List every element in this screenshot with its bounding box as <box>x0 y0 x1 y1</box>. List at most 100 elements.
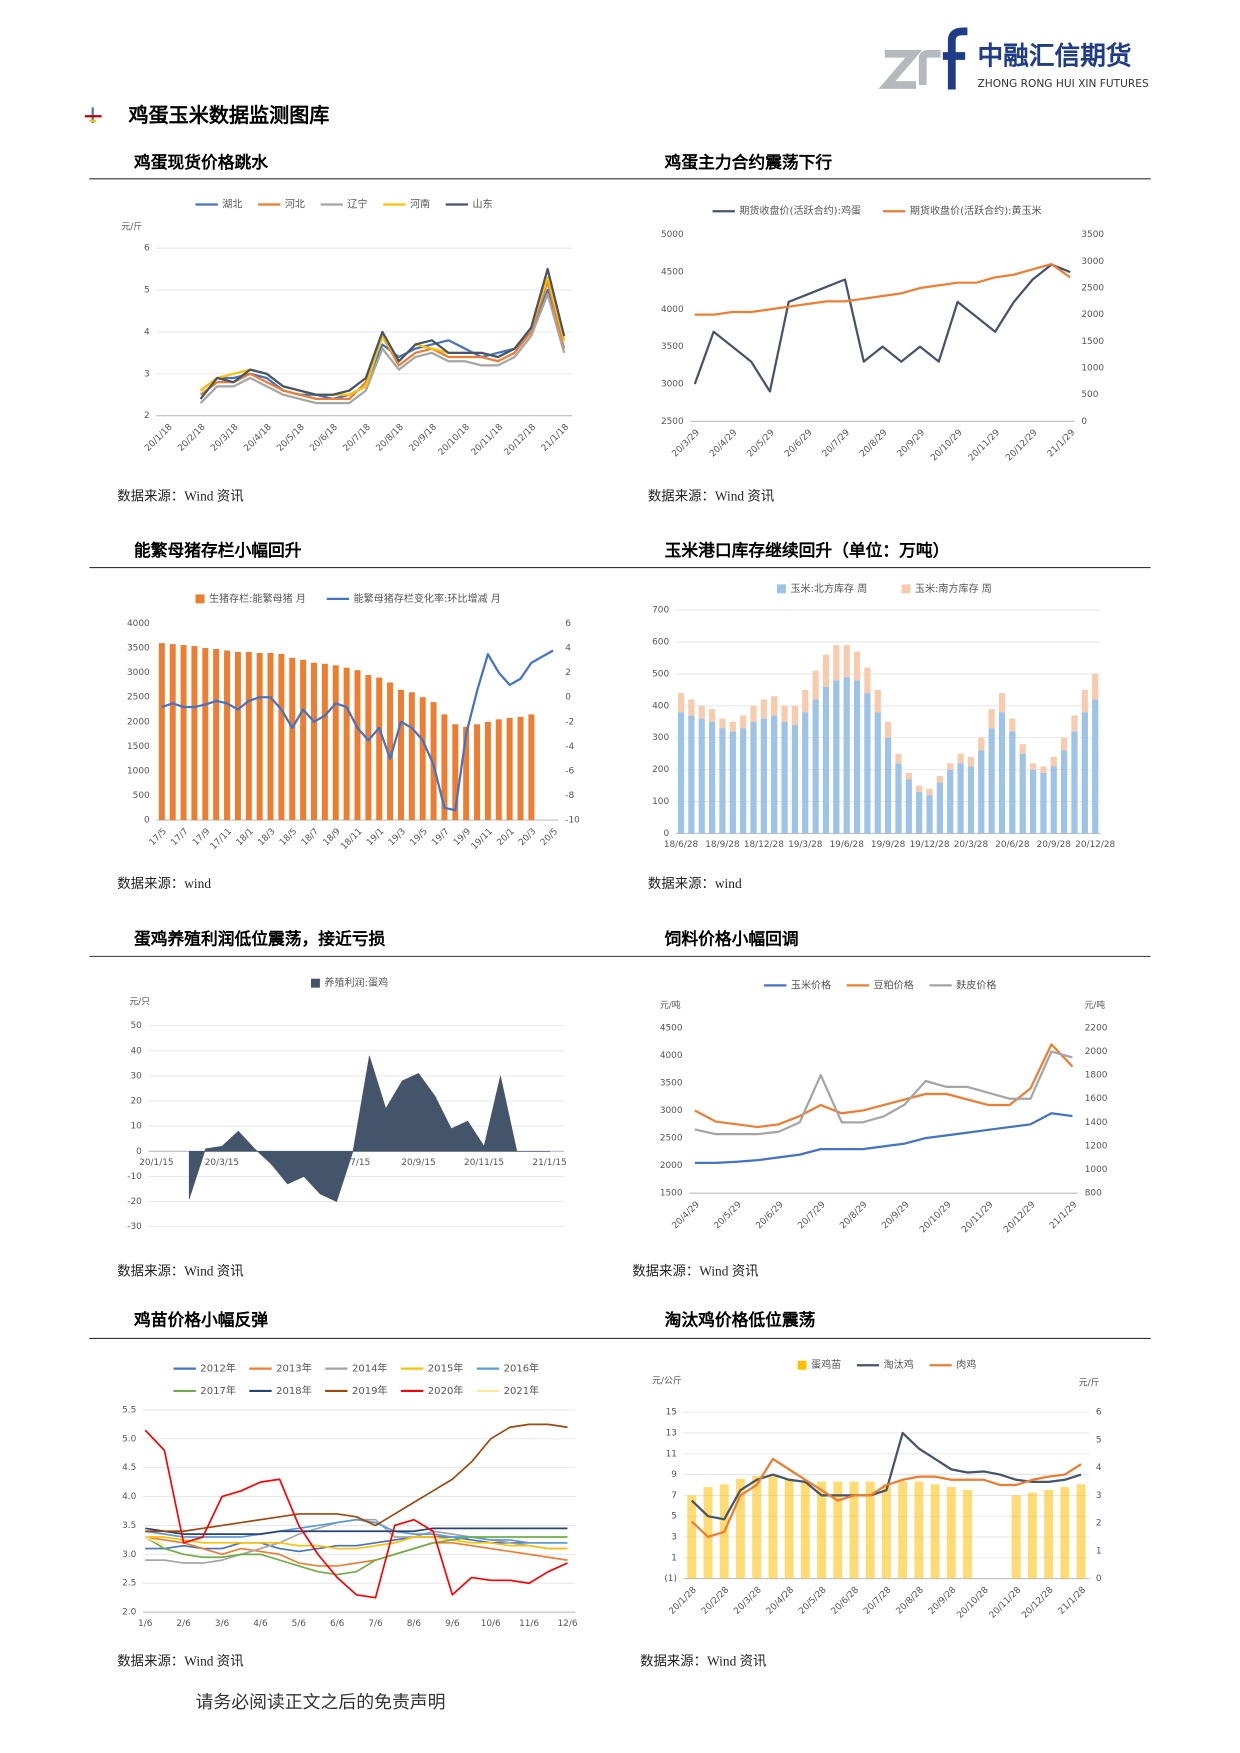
bar <box>463 726 470 821</box>
bar <box>1040 766 1047 773</box>
bar <box>289 657 296 821</box>
bar <box>833 645 840 681</box>
bar <box>926 788 933 796</box>
bar <box>376 677 383 821</box>
bar <box>1092 699 1099 834</box>
y-tick-label: 7 <box>671 1491 677 1501</box>
bar <box>905 772 912 780</box>
bar <box>760 718 767 834</box>
y2-tick-label: 2000 <box>1085 1047 1108 1057</box>
legend-label: 2017年 <box>200 1384 236 1397</box>
y-axis-label: 元/吨 <box>660 999 681 1011</box>
x-tick-label: 2/6 <box>176 1619 191 1629</box>
bar <box>708 709 716 722</box>
legend-label: 2012年 <box>200 1362 236 1375</box>
panel-heading: 鸡苗价格小幅反弹 <box>134 1310 268 1330</box>
y2-tick-label: 3 <box>1096 1491 1102 1501</box>
bar <box>245 651 252 821</box>
bar <box>311 662 317 821</box>
y2-tick-label: 1 <box>1096 1546 1102 1556</box>
x-tick-label: 19/6/28 <box>829 840 864 850</box>
bar <box>988 709 995 729</box>
legend-swatch <box>901 584 911 594</box>
logo-mark <box>878 27 968 90</box>
bar <box>729 721 736 732</box>
y-tick-label: 3 <box>671 1532 677 1542</box>
bar <box>224 650 231 821</box>
y2-tick-label: 6 <box>1096 1408 1102 1418</box>
y-tick-label: 20 <box>131 1097 143 1107</box>
x-tick-label: 20/12/28 <box>1075 840 1115 850</box>
legend-swatch <box>195 594 205 604</box>
y-tick-label: 3000 <box>661 379 684 389</box>
y2-tick-label: -2 <box>565 717 574 727</box>
x-tick-label: 20/6/28 <box>995 840 1030 850</box>
x-tick-label: 1/6 <box>138 1619 153 1629</box>
x-tick-label: 10/6 <box>481 1619 501 1629</box>
x-tick-label: 18/9/28 <box>705 840 740 850</box>
legend-label: 2013年 <box>276 1362 312 1375</box>
legend-label: 麸皮价格 <box>956 978 996 991</box>
y-tick-label: 13 <box>666 1428 677 1438</box>
y2-tick-label: 1200 <box>1085 1141 1108 1151</box>
y-tick-label: 3 <box>144 369 150 379</box>
y-tick-label: -20 <box>127 1197 142 1207</box>
y-tick-label: 1500 <box>127 742 150 752</box>
legend-label: 山东 <box>473 198 493 211</box>
x-tick-label: 9/6 <box>445 1619 460 1629</box>
bar <box>517 716 524 821</box>
x-tick-label: 4/6 <box>253 1619 268 1629</box>
bar <box>719 728 726 834</box>
source-note: 数据来源：Wind 资讯 <box>117 488 243 503</box>
x-tick-label: 21/1/15 <box>532 1158 566 1168</box>
y-tick-label: 1000 <box>127 766 150 776</box>
bar <box>752 1475 762 1579</box>
y2-tick-label: 0 <box>1081 417 1087 427</box>
y-tick-label: 1 <box>671 1553 677 1563</box>
legend-label: 2014年 <box>352 1362 388 1375</box>
bar <box>885 737 892 834</box>
y-tick-label: 9 <box>671 1470 677 1480</box>
bar <box>1076 1484 1086 1579</box>
y-tick-label: 2.5 <box>122 1579 136 1589</box>
company-name-en: ZHONG RONG HUI XIN FUTURES <box>977 77 1149 90</box>
y2-tick-label: 800 <box>1085 1189 1102 1199</box>
y-tick-label: 3500 <box>660 1078 683 1088</box>
legend-label: 河南 <box>410 198 430 211</box>
y-tick-label: 5.0 <box>122 1434 137 1444</box>
y-tick-label: 30 <box>131 1071 143 1081</box>
y2-tick-label: 500 <box>1081 390 1098 400</box>
bar <box>688 699 695 716</box>
bar <box>853 651 861 681</box>
y-tick-label: -10 <box>127 1172 142 1182</box>
y-tick-label: (1) <box>664 1574 677 1584</box>
bar <box>760 699 767 719</box>
bar <box>278 653 285 821</box>
y2-tick-label: 2 <box>1096 1519 1102 1529</box>
x-tick-label: 8/6 <box>407 1619 422 1629</box>
bar <box>967 756 975 767</box>
bar <box>946 1487 956 1579</box>
bar <box>853 680 861 834</box>
line <box>199 288 566 401</box>
bar <box>1071 731 1078 834</box>
panel-heading: 饲料价格小幅回调 <box>664 929 799 949</box>
bar <box>740 715 747 729</box>
y2-tick-label: -4 <box>565 742 574 752</box>
bar <box>833 1481 843 1579</box>
x-tick-label: 19/12/28 <box>909 840 949 850</box>
y-tick-label: 4.0 <box>122 1492 137 1502</box>
y-tick-label: 11 <box>666 1449 677 1459</box>
y2-tick-label: 4 <box>1096 1463 1102 1473</box>
bar <box>1050 766 1057 834</box>
bar <box>916 791 923 834</box>
y-tick-label: 5 <box>144 286 150 296</box>
bar <box>1081 689 1088 713</box>
legend-label: 玉米:北方库存 周 <box>790 582 867 595</box>
bar <box>771 696 778 716</box>
bar <box>800 1481 810 1579</box>
line <box>144 1429 568 1599</box>
legend-label: 淘汰鸡 <box>884 1358 914 1371</box>
